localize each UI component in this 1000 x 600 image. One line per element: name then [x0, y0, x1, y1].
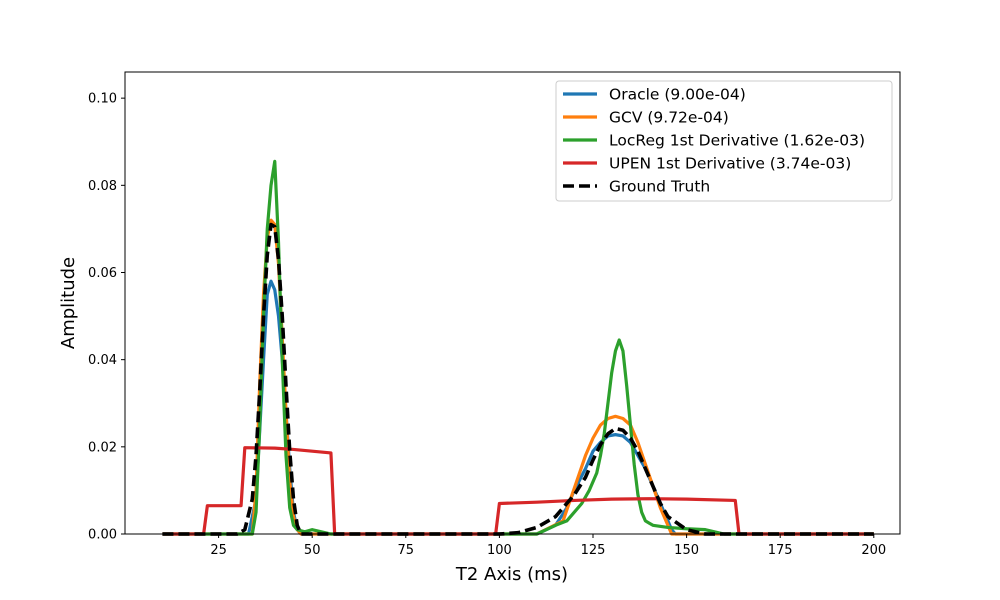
y-axis-label: Amplitude	[58, 257, 79, 349]
x-tick-label: 175	[768, 543, 793, 558]
x-tick-label: 125	[581, 543, 606, 558]
x-axis-label: T2 Axis (ms)	[455, 564, 568, 585]
legend-label: UPEN 1st Derivative (3.74e-03)	[609, 155, 851, 173]
series-line-3	[162, 159, 874, 536]
x-ticks: 25 50 75 100 125 150 175 200	[210, 534, 886, 558]
y-tick-label: 0.00	[88, 528, 117, 543]
x-tick-label: 25	[210, 543, 227, 558]
y-tick-label: 0.04	[88, 353, 117, 368]
legend-label: Oracle (9.00e-04)	[609, 86, 746, 104]
legend-frame	[555, 80, 893, 202]
y-tick-label: 0.10	[88, 92, 117, 107]
legend-items: Oracle (9.00e-04) GCV (9.72e-04) LocReg 1s…	[563, 86, 865, 196]
x-tick-label: 50	[304, 543, 321, 558]
series-line-5	[162, 222, 874, 536]
x-tick-label: 150	[674, 543, 699, 558]
legend: Oracle (9.00e-04) GCV (9.72e-04) LocReg 1s…	[555, 80, 893, 202]
y-tick-label: 0.06	[88, 266, 117, 281]
x-tick-label: 100	[487, 543, 512, 558]
plot-frame	[124, 71, 901, 535]
legend-label: Ground Truth	[609, 178, 710, 196]
series-line-1	[162, 279, 874, 536]
series-layer	[162, 159, 874, 536]
x-tick-label: 75	[398, 543, 415, 558]
y-ticks: 0.00 0.02 0.04 0.06 0.08 0.10	[88, 92, 125, 543]
legend-label: LocReg 1st Derivative (1.62e-03)	[609, 132, 865, 150]
legend-label: GCV (9.72e-04)	[609, 109, 729, 127]
series-line-2	[162, 218, 874, 536]
y-tick-label: 0.08	[88, 179, 117, 194]
x-tick-label: 200	[861, 543, 886, 558]
y-tick-label: 0.02	[88, 440, 117, 455]
series-line-4	[162, 446, 874, 536]
